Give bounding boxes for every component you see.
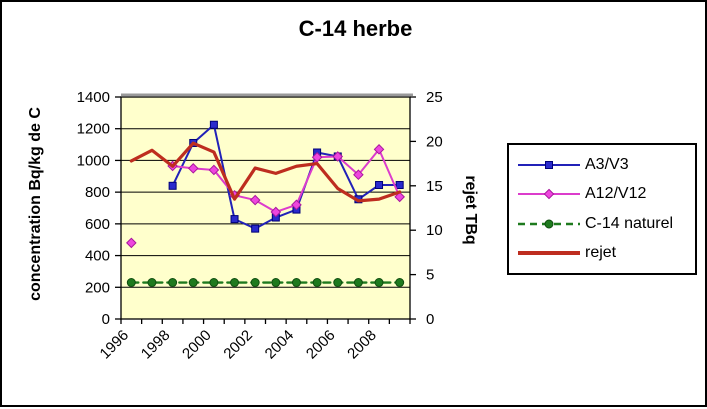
left-axis-tick-label: 400 (85, 248, 110, 265)
x-axis-tick-label: 2008 (344, 327, 380, 363)
data-point-marker (126, 278, 136, 288)
left-axis-tick-label: 600 (85, 216, 110, 233)
data-point-marker (208, 164, 220, 176)
data-point-marker (373, 144, 385, 155)
left-axis-tick-label: 800 (85, 184, 110, 201)
series-a12-v12 (126, 144, 405, 249)
legend-label-a3v3: A3/V3 (585, 155, 629, 173)
left-axis-tick-label: 1400 (77, 89, 110, 106)
data-point-marker (543, 188, 555, 200)
data-point-marker (168, 181, 177, 190)
legend: A3/V3 A12/V12 C-14 naturel rejet (507, 143, 697, 275)
data-point-marker (188, 278, 198, 288)
left-axis-tick-label: 1000 (77, 152, 110, 169)
series-rejet (129, 141, 402, 203)
legend-label-rejet: rejet (585, 244, 617, 262)
data-point-marker (168, 278, 178, 288)
legend-line-sample-c14-naturel (518, 219, 580, 229)
right-axis-tick-label: 0 (426, 311, 434, 328)
data-point-marker (311, 151, 323, 163)
legend-label-c14-naturel: C-14 naturel (585, 214, 674, 232)
legend-line-sample-rejet (518, 251, 580, 256)
data-point-marker (270, 206, 282, 218)
x-axis-tick-label: 2004 (262, 327, 298, 363)
legend-entry-c14-naturel: C-14 naturel (509, 214, 695, 234)
data-point-marker (209, 278, 219, 288)
x-axis-tick-label: 2006 (303, 327, 339, 363)
data-point-marker (271, 278, 281, 288)
legend-line-sample-a3v3 (518, 160, 580, 169)
legend-entry-a3v3: A3/V3 (509, 155, 695, 175)
data-point-marker (333, 278, 343, 288)
data-point-marker (251, 224, 260, 233)
data-point-marker (147, 278, 157, 288)
right-axis-tick-label: 15 (426, 178, 443, 195)
data-point-marker (230, 278, 240, 288)
data-point-marker (395, 181, 404, 190)
legend-entry-a12v12: A12/V12 (509, 184, 695, 204)
axis-ticks (115, 96, 416, 324)
data-point-marker (394, 191, 405, 203)
data-point-marker (209, 120, 218, 129)
data-point-marker (249, 194, 261, 206)
data-point-marker (291, 278, 301, 288)
left-axis-tick-label: 200 (85, 279, 110, 296)
chart-title: C-14 herbe (298, 16, 413, 41)
right-axis-tick-label: 25 (426, 89, 443, 106)
legend-line-sample-a12v12 (518, 188, 580, 200)
right-axis-tick-label: 5 (426, 267, 434, 284)
left-axis-tick-label: 0 (102, 311, 110, 328)
series-c-14-naturel (126, 278, 405, 288)
data-point-marker (126, 237, 137, 249)
data-point-marker (332, 151, 344, 162)
data-point-marker (395, 278, 405, 288)
data-point-marker (353, 278, 363, 288)
left-axis-tick-label: 1200 (77, 121, 110, 138)
data-point-marker (545, 160, 553, 169)
data-point-marker (353, 169, 364, 181)
x-axis-tick-label: 2000 (179, 327, 215, 363)
plot-background (121, 97, 410, 319)
right-axis-tick-label: 20 (426, 133, 443, 150)
legend-label-a12v12: A12/V12 (585, 185, 647, 203)
series-line (129, 141, 402, 203)
data-point-marker (312, 278, 322, 288)
data-point-marker (544, 219, 554, 229)
x-axis-tick-label: 2002 (220, 327, 256, 363)
plot-shadow (121, 93, 413, 96)
data-point-marker (250, 278, 260, 288)
data-point-marker (291, 199, 302, 211)
data-point-marker (375, 181, 384, 190)
right-axis-tick-label: 10 (426, 222, 443, 239)
data-point-marker (230, 215, 239, 224)
x-axis-tick-label: 1996 (97, 327, 133, 363)
legend-entry-rejet: rejet (509, 243, 695, 263)
data-point-marker (374, 278, 384, 288)
data-point-marker (187, 163, 199, 174)
x-axis-tick-label: 1998 (138, 327, 174, 363)
